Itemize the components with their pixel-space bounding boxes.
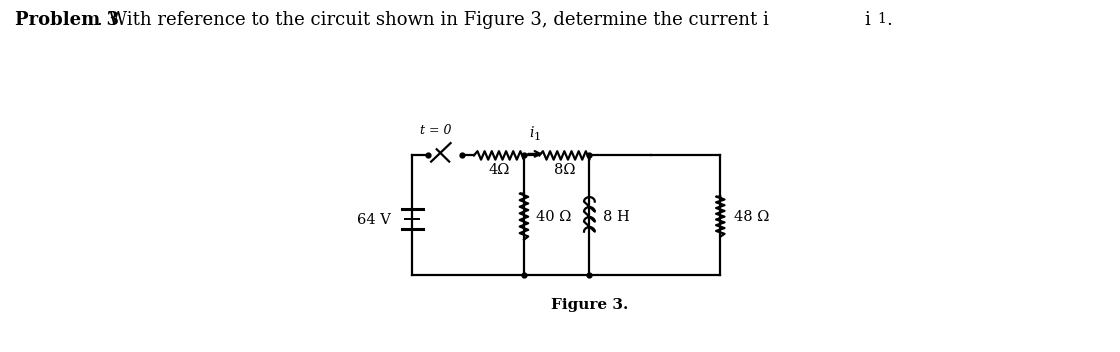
Text: t = 0: t = 0 (420, 124, 451, 137)
Text: i: i (865, 11, 870, 29)
Text: 8 H: 8 H (604, 210, 631, 224)
Text: 8Ω: 8Ω (553, 163, 576, 177)
Text: 48 Ω: 48 Ω (735, 210, 769, 224)
Text: 40 Ω: 40 Ω (535, 210, 571, 224)
Text: 1: 1 (533, 132, 541, 142)
Text: .: . (886, 11, 892, 29)
Text: Figure 3.: Figure 3. (551, 298, 628, 312)
Text: 1: 1 (877, 12, 886, 26)
Text: 64 V: 64 V (357, 214, 391, 227)
Text: i: i (530, 126, 534, 140)
Text: 4Ω: 4Ω (488, 163, 510, 177)
Text: Problem 3: Problem 3 (15, 11, 119, 29)
Text: . With reference to the circuit shown in Figure 3, determine the current i: . With reference to the circuit shown in… (97, 11, 769, 29)
